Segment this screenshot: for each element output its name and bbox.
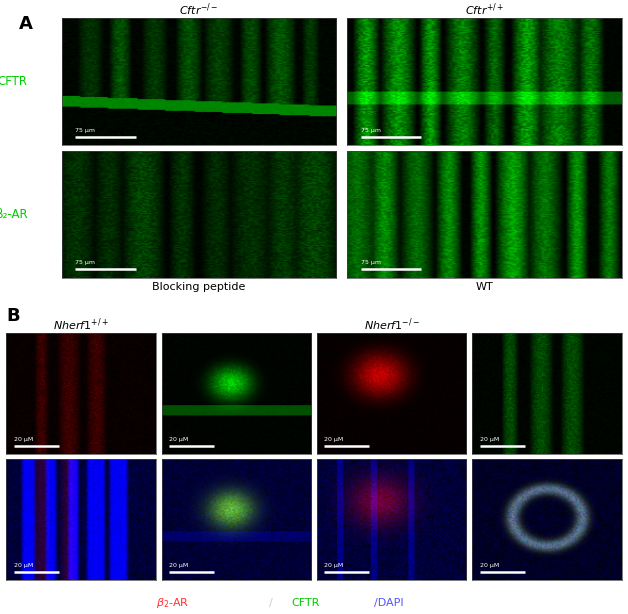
Title: $\it{Cftr}^{-/-}$: $\it{Cftr}^{-/-}$ [179,1,219,18]
Text: 75 µm: 75 µm [361,260,381,265]
Text: $\beta_2$-AR: $\beta_2$-AR [156,596,189,610]
Text: 75 µm: 75 µm [75,128,95,133]
X-axis label: Blocking peptide: Blocking peptide [152,282,246,292]
Title: $\it{Nherf1}^{-/-}$: $\it{Nherf1}^{-/-}$ [364,316,420,333]
Text: 20 µM: 20 µM [480,563,499,568]
Text: CFTR: CFTR [291,598,320,608]
Text: 20 µM: 20 µM [480,437,499,442]
X-axis label: WT: WT [475,282,494,292]
Text: B: B [6,307,20,325]
Title: $\it{Nherf1}^{+/+}$: $\it{Nherf1}^{+/+}$ [53,316,109,333]
Title: $\it{Cftr}^{+/+}$: $\it{Cftr}^{+/+}$ [465,1,504,18]
Text: 20 µM: 20 µM [169,563,188,568]
Text: β₂-AR: β₂-AR [0,208,28,220]
Text: 20 µM: 20 µM [325,563,344,568]
Text: /: / [269,598,273,608]
Text: A: A [19,15,33,33]
Text: 20 µM: 20 µM [14,563,33,568]
Text: 20 µM: 20 µM [325,437,344,442]
Text: 75 µm: 75 µm [75,260,95,265]
Text: 20 µM: 20 µM [14,437,33,442]
Text: /DAPI: /DAPI [374,598,404,608]
Text: 20 µM: 20 µM [169,437,188,442]
Text: 75 µm: 75 µm [361,128,381,133]
Text: CFTR: CFTR [0,76,27,88]
